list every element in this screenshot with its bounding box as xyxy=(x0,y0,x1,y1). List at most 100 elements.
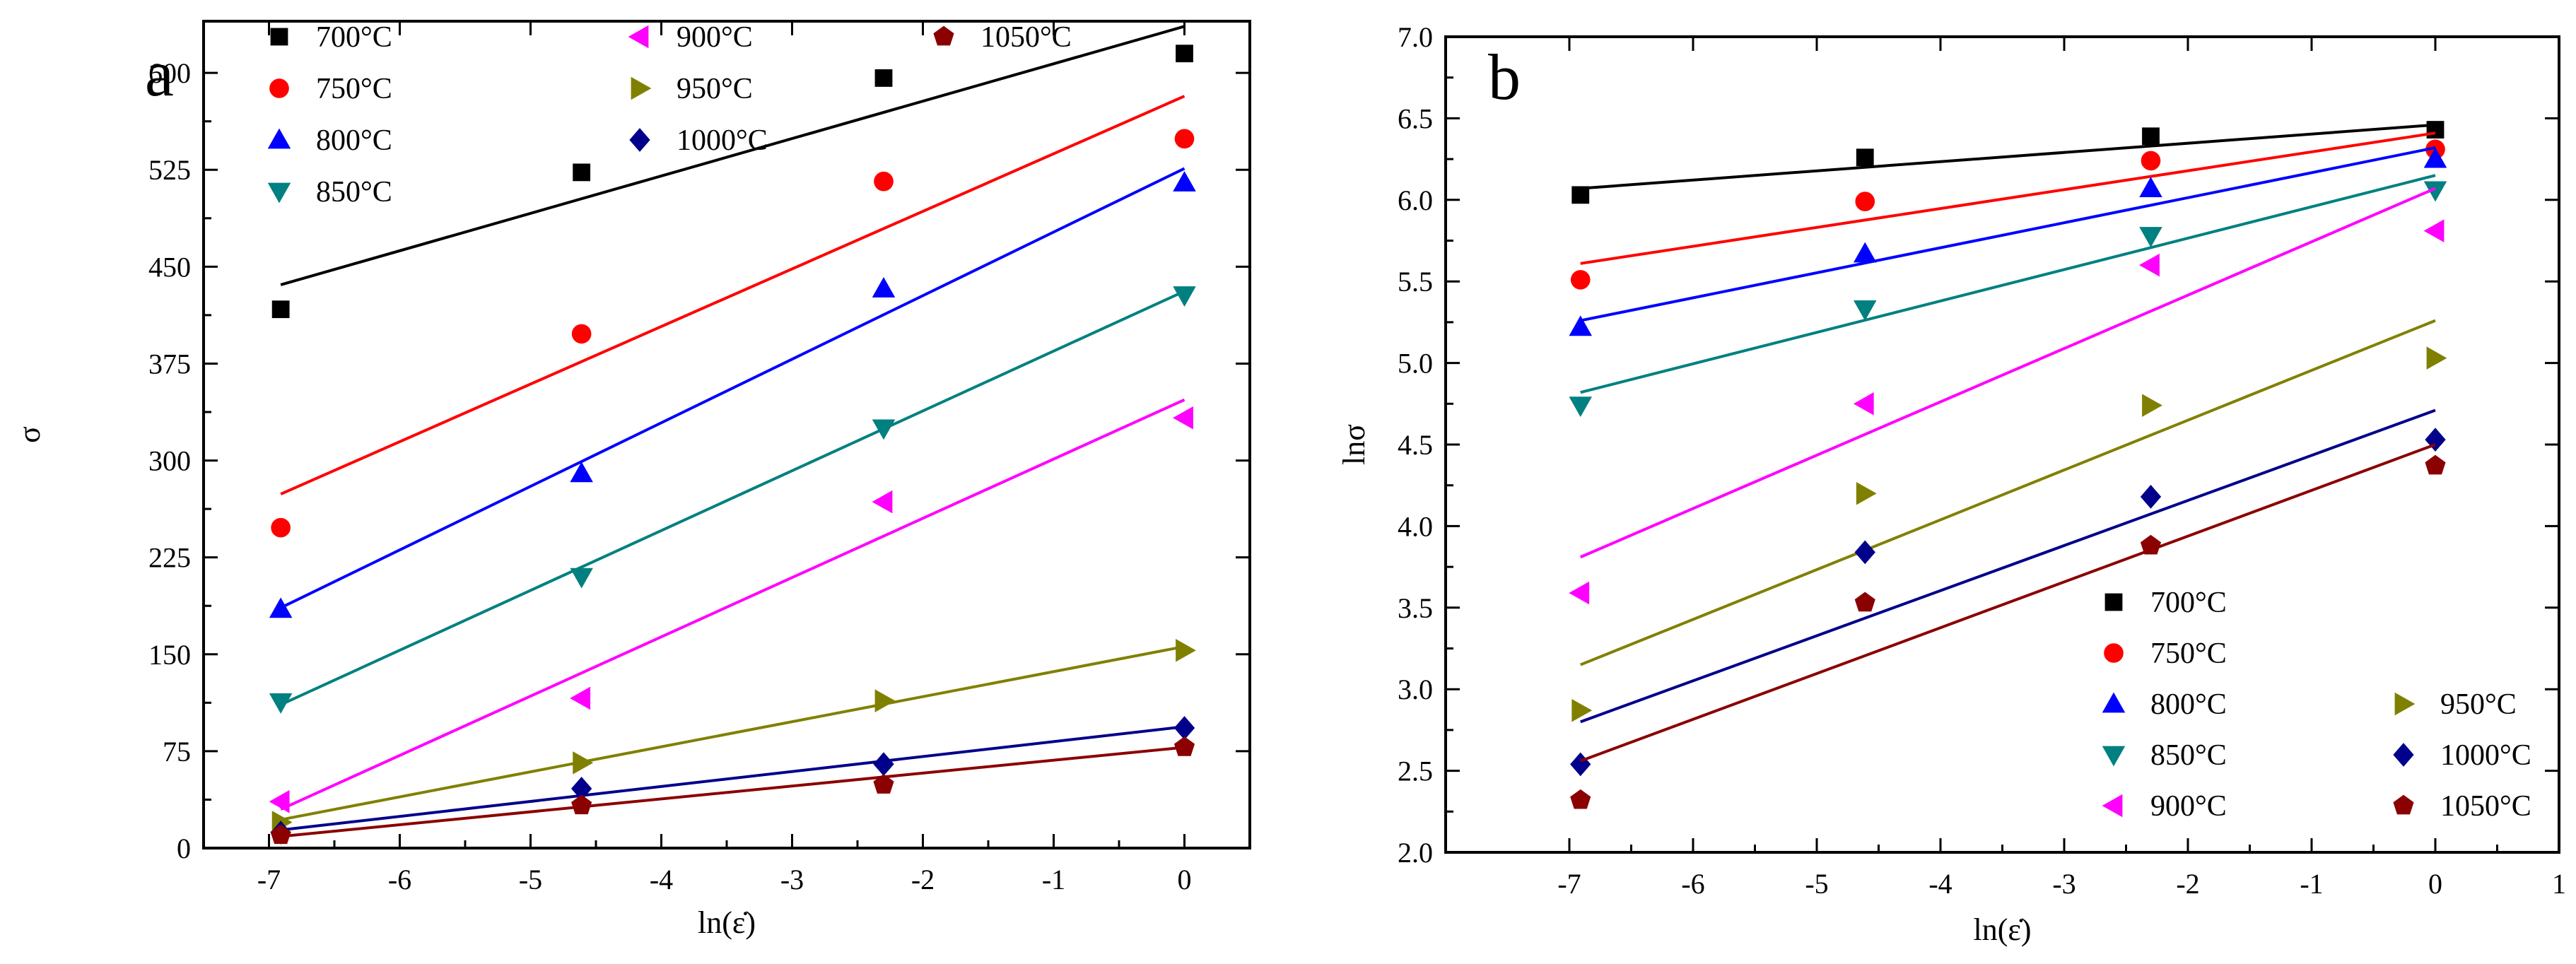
data-point-850c xyxy=(1173,286,1196,307)
data-point-1000c xyxy=(1570,752,1591,777)
series-950c xyxy=(1571,319,2447,722)
fit-line-700c xyxy=(1580,123,2436,190)
legend-item-1050c: 1050°C xyxy=(933,21,1072,54)
legend-marker-750c xyxy=(2104,643,2124,663)
data-point-900c xyxy=(872,490,893,514)
data-point-850c xyxy=(2139,227,2162,247)
data-point-900c xyxy=(2139,253,2160,277)
legend-item-900c: 900°C xyxy=(2102,790,2227,823)
y-tick-label: 525 xyxy=(148,154,191,186)
data-point-900c xyxy=(269,789,290,813)
data-point-850c xyxy=(570,568,593,589)
legend-label: 900°C xyxy=(2150,790,2227,823)
y-tick-label: 150 xyxy=(148,639,191,671)
series-900c xyxy=(269,398,1193,813)
legend-label: 1000°C xyxy=(2440,739,2531,772)
y-tick-label: 6.0 xyxy=(1398,184,1433,216)
legend-label: 1050°C xyxy=(2440,790,2531,823)
data-point-1050c xyxy=(2425,454,2446,475)
data-point-800c xyxy=(1569,315,1593,336)
legend-item-850c: 850°C xyxy=(267,176,392,208)
y-tick-label: 7.0 xyxy=(1398,21,1433,53)
legend-marker-950c xyxy=(631,76,652,100)
series-1050c xyxy=(270,736,1195,845)
legend-item-750c: 750°C xyxy=(269,73,392,105)
y-tick-label: 3.5 xyxy=(1398,592,1433,624)
data-point-700c xyxy=(1176,45,1193,63)
legend-label: 800°C xyxy=(2150,688,2227,721)
data-point-750c xyxy=(571,324,592,344)
data-point-800c xyxy=(1853,242,1877,263)
legend-marker-900c xyxy=(628,25,649,49)
fit-line-900c xyxy=(280,398,1185,811)
fit-line-700c xyxy=(280,25,1185,286)
data-point-750c xyxy=(1174,129,1195,149)
y-tick-label: 4.5 xyxy=(1398,429,1433,461)
legend-item-800c: 800°C xyxy=(267,124,392,157)
x-tick-label: -4 xyxy=(1928,868,1952,900)
series-800c xyxy=(1569,146,2447,336)
x-tick-label: -5 xyxy=(519,864,542,895)
series-800c xyxy=(269,167,1196,618)
legend-marker-800c xyxy=(267,128,291,149)
fit-line-1050c xyxy=(1580,443,2436,763)
x-tick-label: -7 xyxy=(1557,868,1581,900)
y-axis-title: lnσ xyxy=(1337,424,1371,465)
legend-label: 800°C xyxy=(316,124,392,157)
x-tick-label: -2 xyxy=(2176,868,2199,900)
data-point-900c xyxy=(2423,219,2445,242)
y-tick-label: 300 xyxy=(148,445,191,477)
y-tick-label: 6.5 xyxy=(1398,102,1433,134)
x-tick-label: -3 xyxy=(780,864,804,895)
legend: 700°C 750°C 800°C 850°C 900°C 950°C 1000°C 1050… xyxy=(267,21,1072,208)
data-point-1000c xyxy=(1173,716,1195,740)
x-tick-label: 0 xyxy=(2428,868,2442,900)
y-tick-label: 600 xyxy=(148,57,191,89)
data-point-800c xyxy=(269,597,293,618)
data-point-900c xyxy=(1173,406,1193,430)
data-point-750c xyxy=(2141,151,2161,171)
data-point-950c xyxy=(1856,481,1877,505)
fit-line-850c xyxy=(1580,174,2436,394)
y-tick-label: 2.0 xyxy=(1398,837,1433,869)
fit-line-1050c xyxy=(280,746,1185,838)
data-point-900c xyxy=(1569,581,1590,605)
legend-label: 1000°C xyxy=(677,124,768,157)
data-point-1000c xyxy=(873,752,894,777)
legend-marker-1050c xyxy=(933,25,954,46)
data-point-750c xyxy=(271,517,291,538)
legend-label: 700°C xyxy=(2150,587,2227,619)
data-point-1050c xyxy=(1854,592,1875,612)
fit-line-1000c xyxy=(1580,408,2436,724)
data-point-700c xyxy=(1856,148,1874,167)
legend-marker-850c xyxy=(2102,746,2126,767)
data-point-1050c xyxy=(873,774,894,794)
series-950c xyxy=(271,639,1196,834)
x-axis-title: ln(ε̇) xyxy=(1973,912,2031,947)
data-point-1050c xyxy=(571,794,592,815)
data-point-800c xyxy=(570,462,593,483)
legend-item-950c: 950°C xyxy=(2394,688,2517,721)
legend-label: 850°C xyxy=(316,176,392,208)
data-point-700c xyxy=(271,300,290,319)
x-tick-label: -1 xyxy=(1042,864,1065,895)
data-point-700c xyxy=(2426,121,2445,139)
data-point-1050c xyxy=(1570,789,1591,809)
x-tick-label: 0 xyxy=(1178,864,1192,895)
data-point-1000c xyxy=(1854,540,1875,565)
legend-label: 850°C xyxy=(2150,739,2227,772)
fit-line-800c xyxy=(280,167,1185,609)
data-point-950c xyxy=(1571,698,1593,722)
x-tick-label: -5 xyxy=(1805,868,1828,900)
legend-label: 900°C xyxy=(677,21,753,54)
legend-marker-800c xyxy=(2102,692,2126,713)
series-1050c xyxy=(1570,443,2446,809)
data-point-850c xyxy=(269,693,293,714)
data-point-950c xyxy=(573,751,594,775)
data-point-950c xyxy=(1176,639,1196,662)
series-700c xyxy=(1571,121,2445,204)
data-point-700c xyxy=(2142,127,2160,146)
series-850c xyxy=(269,286,1196,714)
x-tick-label: -1 xyxy=(2300,868,2323,900)
